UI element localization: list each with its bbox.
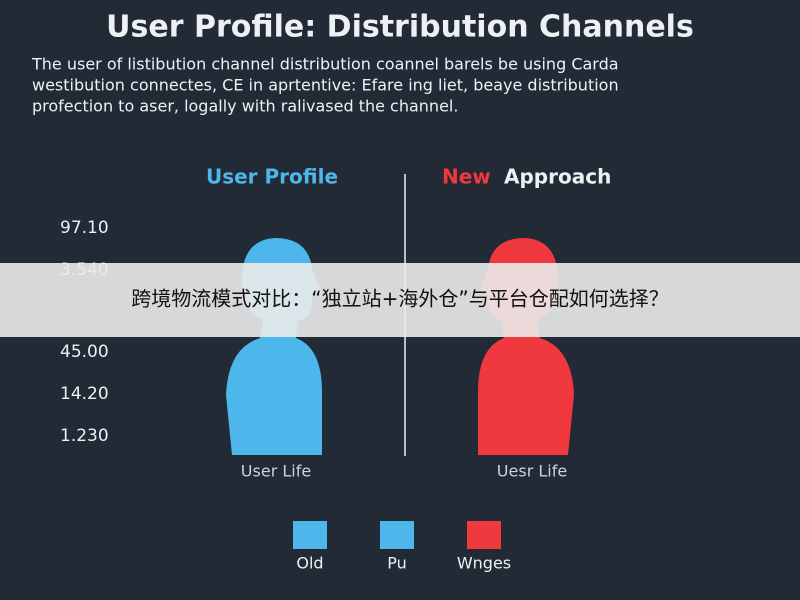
banner	[0, 263, 800, 337]
scale-label: 1.230	[60, 426, 109, 446]
legend-swatch	[293, 521, 327, 549]
legend-label: Wnges	[457, 554, 511, 573]
legend-swatch	[467, 521, 501, 549]
legend: Old Pu Wnges	[293, 521, 511, 573]
banner-text: 跨境物流模式对比：“独立站+海外仓”与平台仓配如何选择？	[131, 287, 668, 311]
legend-swatch	[380, 521, 414, 549]
title: User Profile: Distribution Channels	[106, 10, 694, 45]
description-line: The user of listibution channel distribu…	[31, 55, 619, 74]
legend-label: Pu	[387, 554, 407, 573]
description-line: westibution connectes, CE in aprtentive:…	[32, 76, 619, 95]
scale-label: 45.00	[60, 342, 109, 362]
panel-heading: Approach	[504, 165, 611, 189]
scale-label: 97.10	[60, 218, 109, 238]
panel-caption: User Life	[241, 462, 311, 481]
scale-label: 14.20	[60, 384, 109, 404]
legend-label: Old	[296, 554, 323, 573]
panel-heading-accent: New	[442, 165, 491, 189]
description-line: profection to aser, logally with ralivas…	[32, 97, 458, 116]
panel-caption: Uesr Life	[497, 462, 567, 481]
panel-heading: User Profile	[206, 165, 338, 189]
